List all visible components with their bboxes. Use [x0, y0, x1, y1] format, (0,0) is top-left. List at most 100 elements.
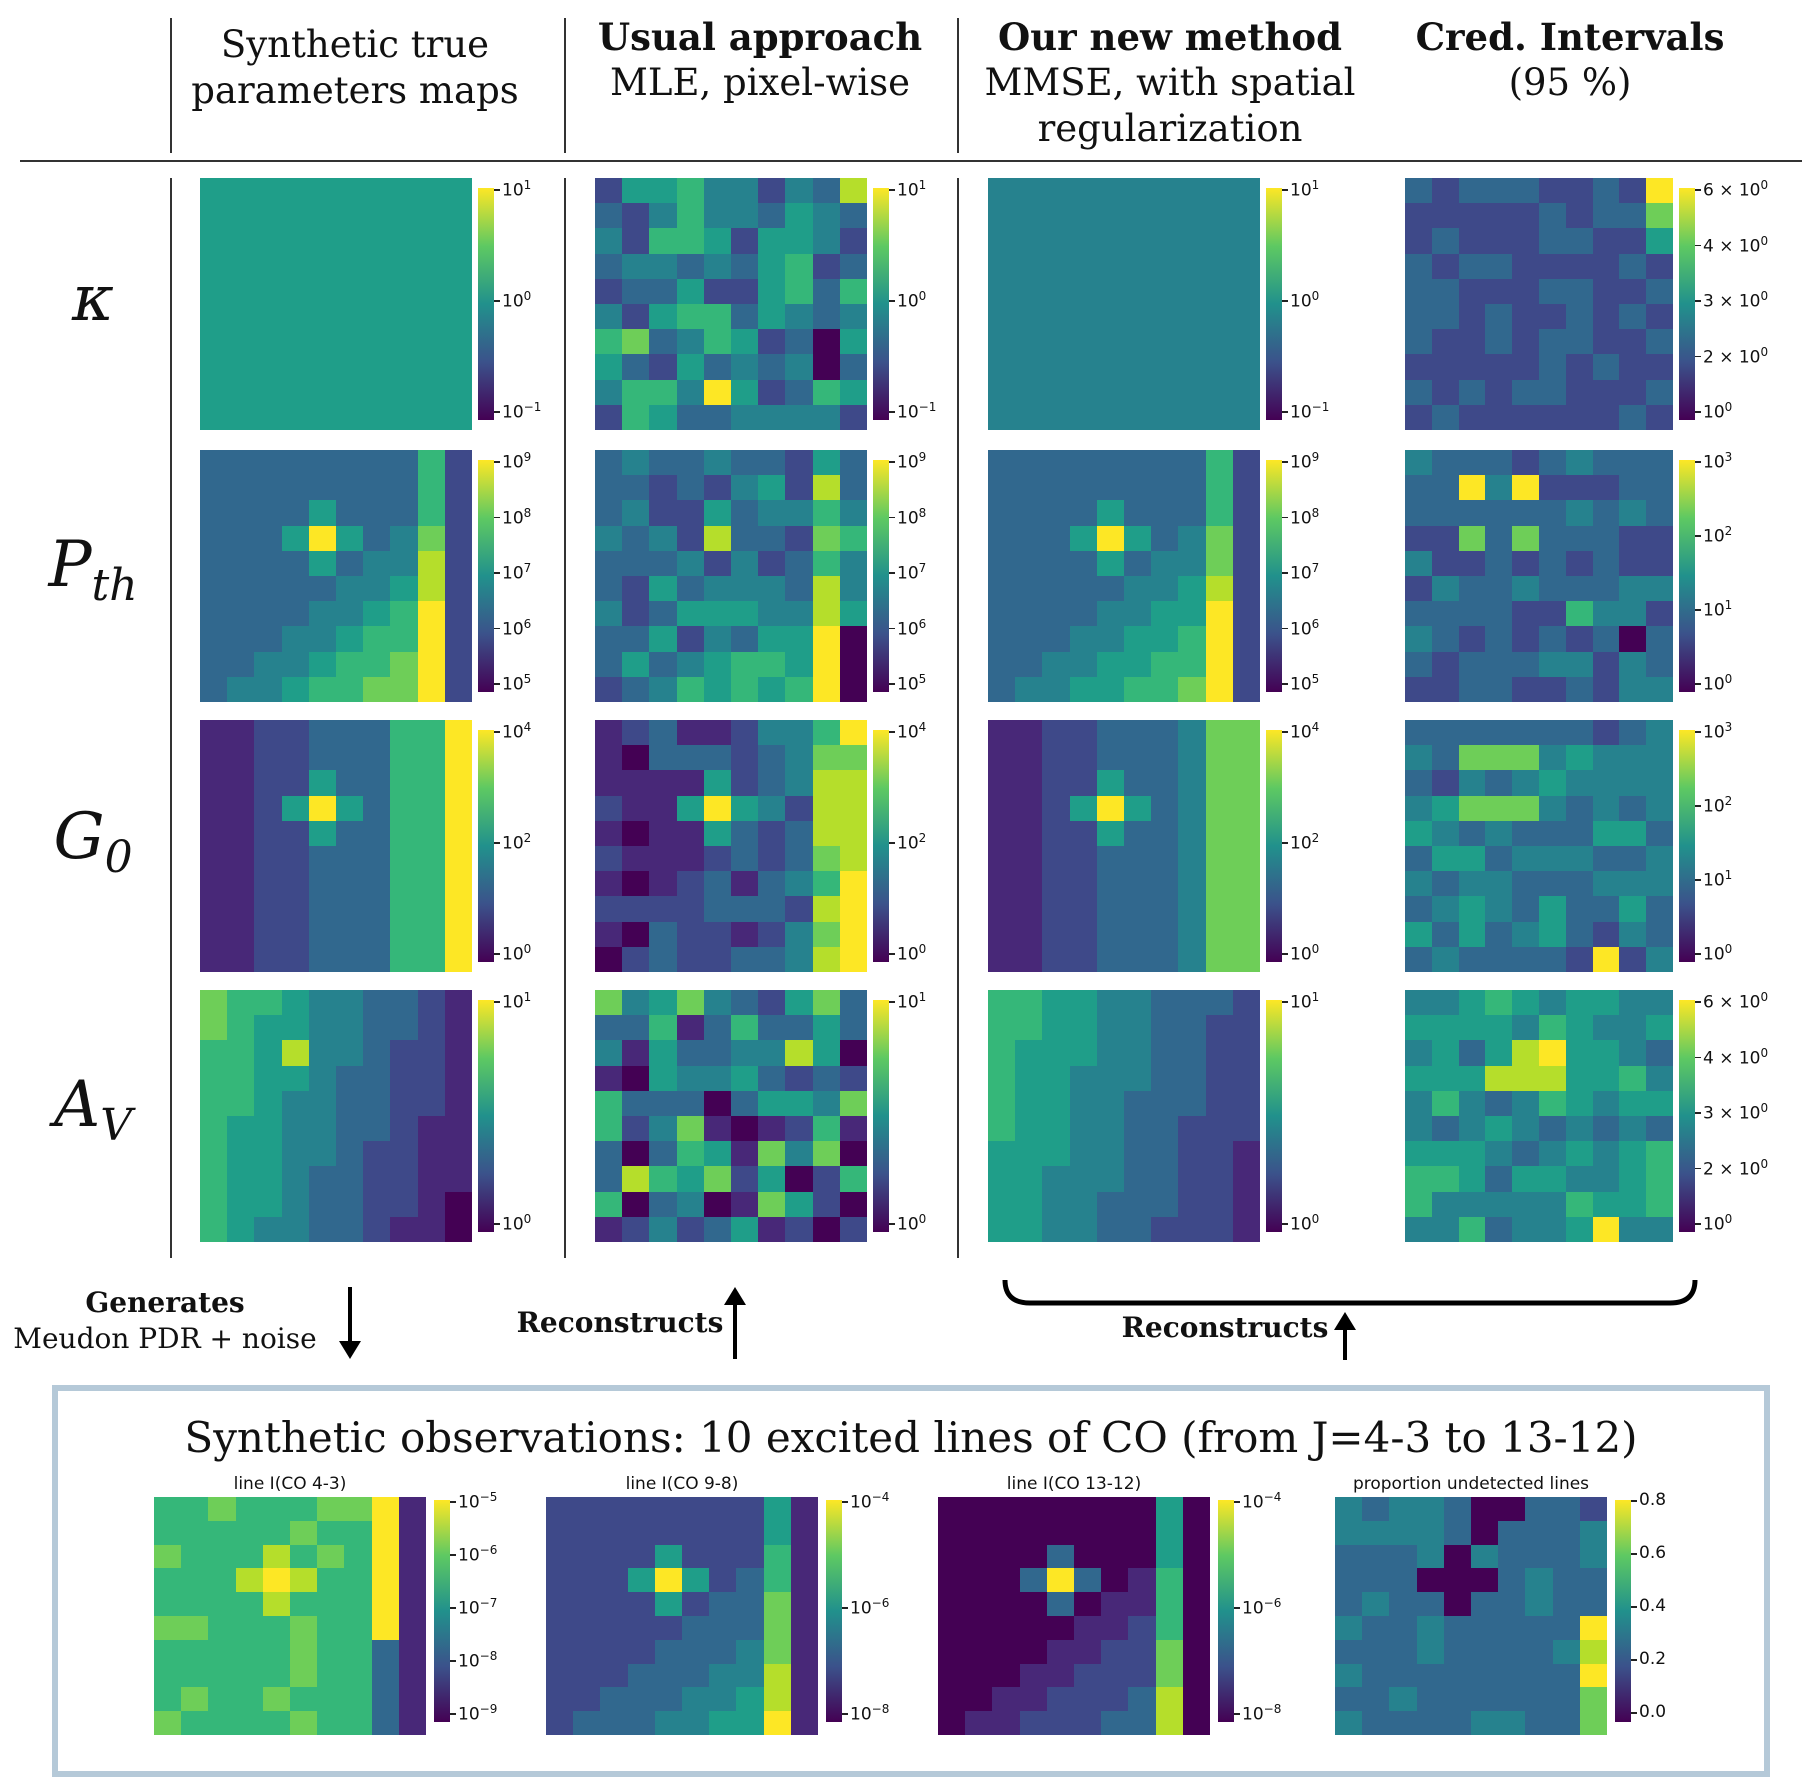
heatmap-cell — [1565, 178, 1593, 204]
heatmap-cell — [308, 278, 336, 304]
map-g0-mmse — [988, 720, 1260, 972]
heatmap-cell — [154, 1615, 182, 1640]
heatmap-cell — [390, 990, 418, 1016]
heatmap-cell — [1124, 525, 1152, 551]
heatmap-cell — [812, 253, 840, 279]
heatmap-cell — [227, 651, 255, 677]
heatmap-cell — [1124, 475, 1152, 501]
heatmap-cell — [703, 651, 731, 677]
heatmap-cell — [390, 475, 418, 501]
heatmap-cell — [1416, 1687, 1444, 1712]
heatmap-cell — [1096, 475, 1124, 501]
observation-colorbar-tick: 10−6 — [449, 1543, 497, 1566]
heatmap-cell — [1069, 795, 1097, 821]
heatmap-cell — [785, 1141, 813, 1167]
heatmap-cell — [1124, 354, 1152, 380]
colorbar-pth-true-tick: 108 — [493, 506, 531, 528]
heatmap-cell — [1538, 404, 1566, 430]
reconstructs-left-label: Reconstructs — [516, 1306, 724, 1339]
heatmap-cell — [1151, 228, 1179, 254]
heatmap-cell — [417, 676, 445, 702]
tick-base: 2 × 10 — [1703, 347, 1761, 368]
heatmap-cell — [363, 795, 391, 821]
heatmap-cell — [682, 1711, 710, 1735]
heatmap-cell — [1646, 1141, 1673, 1167]
heatmap-cell — [988, 379, 1016, 405]
heatmap-cell — [1512, 820, 1539, 846]
colorbar-av-true — [478, 1000, 494, 1232]
heatmap-cell — [595, 304, 623, 330]
heatmap-cell — [254, 253, 282, 279]
heatmap-cell — [1538, 1090, 1566, 1116]
heatmap-cell — [988, 676, 1016, 702]
tick-base: 0.4 — [1639, 1596, 1667, 1616]
arrow-up-icon-left — [724, 1287, 746, 1359]
heatmap-cell — [1443, 1568, 1471, 1593]
heatmap-cell — [308, 550, 336, 576]
heatmap-cell — [988, 203, 1016, 229]
heatmap-cell — [1205, 651, 1233, 677]
heatmap-cell — [281, 745, 309, 771]
heatmap-cell — [1405, 500, 1432, 526]
heatmap-cell — [1205, 1216, 1233, 1242]
heatmap-cell — [1046, 1663, 1074, 1688]
heatmap-cell — [1512, 770, 1539, 796]
tick-base: 10 — [502, 722, 524, 743]
heatmap-cell — [1205, 846, 1233, 872]
heatmap-cell — [281, 404, 309, 430]
heatmap-cell — [573, 1544, 601, 1569]
heatmap-cell — [308, 601, 336, 627]
heatmap-cell — [1485, 404, 1513, 430]
heatmap-cell — [731, 896, 759, 922]
heatmap-cell — [1232, 651, 1260, 677]
heatmap-cell — [1458, 795, 1486, 821]
heatmap-cell — [1362, 1687, 1390, 1712]
heatmap-cell — [595, 601, 623, 627]
heatmap-cell — [1646, 946, 1673, 972]
heatmap-cell — [785, 770, 813, 796]
heatmap-cell — [812, 990, 840, 1016]
heatmap-cell — [1151, 745, 1179, 771]
heatmap-cell — [363, 1116, 391, 1142]
heatmap-cell — [1646, 846, 1673, 872]
heatmap-cell — [758, 329, 786, 355]
heatmap-cell — [336, 1191, 364, 1217]
heatmap-cell — [785, 253, 813, 279]
heatmap-cell — [1232, 1116, 1260, 1142]
heatmap-cell — [1389, 1663, 1417, 1688]
heatmap-cell — [622, 946, 650, 972]
heatmap-cell — [649, 203, 677, 229]
heatmap-cell — [1485, 278, 1513, 304]
heatmap-cell — [1485, 525, 1513, 551]
observation-colorbar-tick: 10−8 — [449, 1649, 497, 1672]
heatmap-cell — [317, 1687, 345, 1712]
heatmap-cell — [1619, 525, 1647, 551]
heatmap-cell — [1069, 228, 1097, 254]
heatmap-cell — [703, 1216, 731, 1242]
heatmap-cell — [1096, 676, 1124, 702]
heatmap-cell — [758, 550, 786, 576]
heatmap-cell — [622, 379, 650, 405]
heatmap-cell — [1042, 871, 1070, 897]
heatmap-cell — [1178, 1166, 1206, 1192]
heatmap-cell — [1565, 576, 1593, 602]
heatmap-cell — [1178, 720, 1206, 746]
heatmap-cell — [1458, 820, 1486, 846]
heatmap-cell — [1042, 676, 1070, 702]
heatmap-cell — [1538, 576, 1566, 602]
colorbar-g0-ci-tick: 101 — [1694, 868, 1732, 891]
heatmap-cell — [812, 178, 840, 204]
heatmap-cell — [1335, 1711, 1363, 1735]
heatmap-cell — [417, 820, 445, 846]
tick-exponent: 9 — [523, 450, 532, 464]
heatmap-cell — [1646, 871, 1673, 897]
heatmap-cell — [417, 1065, 445, 1091]
heatmap-cell — [308, 820, 336, 846]
heatmap-cell — [1619, 278, 1647, 304]
observations-title: Synthetic observations: 10 excited lines… — [184, 1413, 1638, 1462]
heatmap-cell — [1431, 304, 1459, 330]
heatmap-cell — [154, 1687, 182, 1712]
heatmap-cell — [1096, 1040, 1124, 1066]
heatmap-cell — [344, 1497, 372, 1521]
heatmap-cell — [627, 1687, 655, 1712]
